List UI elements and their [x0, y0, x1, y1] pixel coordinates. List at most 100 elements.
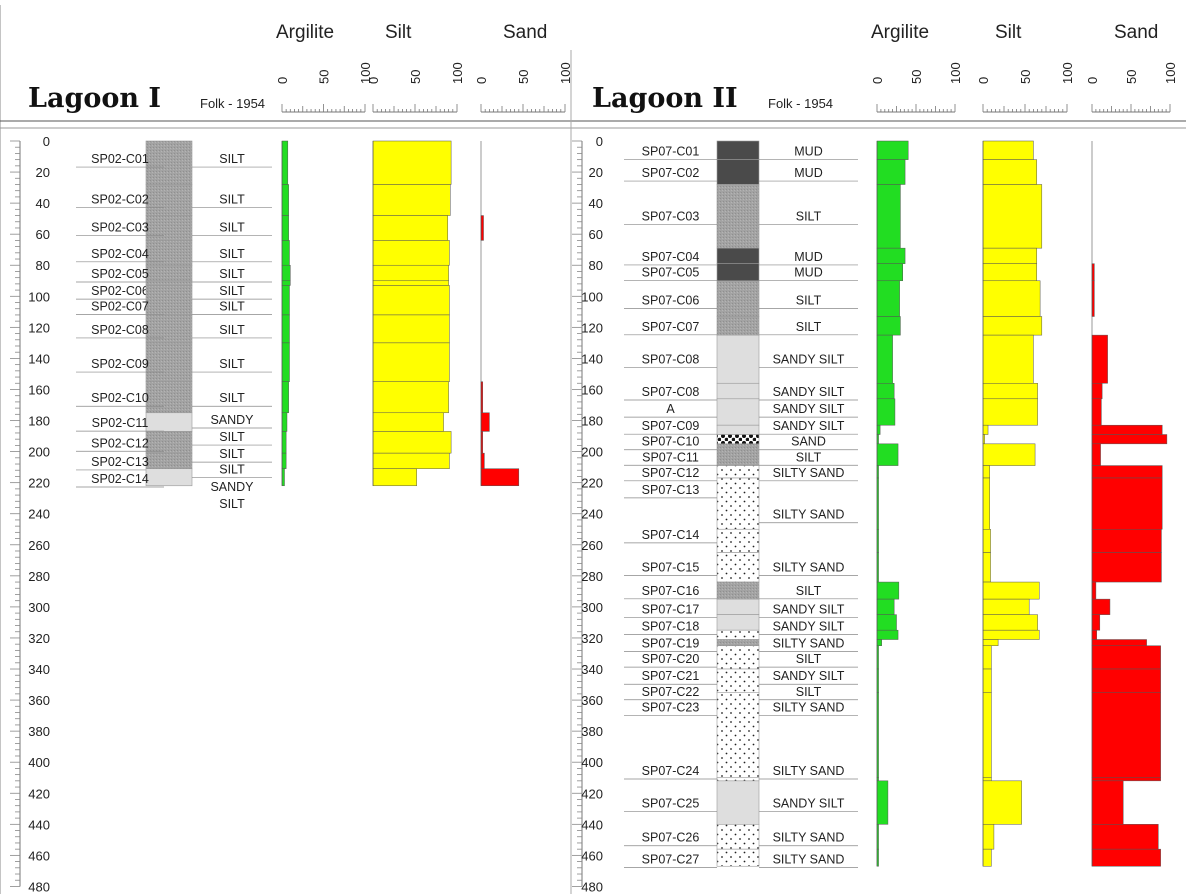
panel-1-sample-id: SP02-C08 — [91, 323, 149, 337]
panel-2-silt-bar — [982, 280, 1041, 317]
panel-1-sand-tick-label: 0 — [474, 77, 489, 84]
panel-2-sample-id: SP07-C19 — [642, 637, 700, 651]
panel-2-sand-bar — [1091, 780, 1124, 825]
panel-1-folk-class: SILT — [219, 497, 245, 511]
panel-1-folk-class: SILT — [219, 152, 245, 166]
panel-2-lithology-silt — [716, 184, 760, 249]
panel-2-folk-class: SANDY SILT — [773, 602, 845, 616]
panel-1-folk-class: SANDY — [210, 413, 254, 427]
panel-1-argilite-bar — [281, 342, 290, 382]
panel-2-depth-label: 20 — [589, 165, 603, 180]
panel-1-sample-id: SP02-C11 — [92, 416, 149, 430]
panel-2-sample-id: SP07-C26 — [642, 831, 700, 845]
panel-1-lithology-silt — [145, 314, 193, 344]
panel-2-sample-id: A — [666, 402, 675, 416]
panel-2-depth-label: 420 — [581, 786, 603, 801]
panel-1-header-silt: Silt — [385, 22, 412, 43]
panel-1-argilite-bar — [281, 314, 290, 344]
panel-2-silt-bar — [982, 159, 1038, 185]
panel-2-argilite-bar — [876, 443, 899, 466]
panel-2-depth-label: 300 — [581, 600, 603, 615]
panel-2-silt-bar — [982, 639, 999, 646]
panel-2-sand-bar — [1091, 598, 1111, 615]
panel-2-sand-bar — [1091, 477, 1163, 530]
panel-2-lithology-siltysand — [716, 645, 760, 670]
panel-1-silt-bar — [372, 314, 450, 344]
panel-1-folk-class: SILT — [219, 247, 245, 261]
panel-2-folk-class: SANDY SILT — [773, 620, 845, 634]
panel-2-depth-label: 80 — [589, 258, 603, 273]
panel-2-folk-class: MUD — [794, 144, 822, 158]
panel-1-silt-bar — [372, 280, 449, 286]
panel-2-depth-label: 460 — [581, 848, 603, 863]
panel-2-folk-class: SILT — [796, 450, 822, 464]
panel-1-argilite-bar — [281, 264, 291, 282]
panel-1-sample-id: SP02-C07 — [91, 300, 149, 314]
panel-2-folk-class: SILT — [796, 320, 822, 334]
panel-1-folk-class: SILT — [219, 391, 245, 405]
panel-2-depth-label: 160 — [581, 382, 603, 397]
panel-1-lithology-silt — [145, 342, 193, 383]
panel-2-silt-bar — [982, 184, 1043, 249]
panel-2-silt-bar — [982, 598, 1030, 615]
panel-2-sample-id: SP07-C02 — [642, 166, 700, 180]
panel-1-silt-tick-label: 0 — [366, 77, 381, 84]
panel-1-folk-class: SILT — [219, 323, 245, 337]
panel-2-lithology-silt — [716, 280, 760, 317]
panel-1-silt-bar — [372, 412, 444, 432]
panel-2-folk-class: SILT — [796, 210, 822, 224]
panel-2-argilite-bar — [876, 629, 899, 640]
panel-2-folk-class: MUD — [794, 250, 822, 264]
panel-2-folk-class: SILTY SAND — [773, 831, 845, 845]
panel-2-sample-id: SP07-C09 — [642, 419, 700, 433]
panel-2-sample-id: SP07-C20 — [642, 652, 700, 666]
panel-2-folk-label: Folk - 1954 — [768, 96, 833, 111]
panel-2-sample-id: SP07-C25 — [642, 797, 700, 811]
panel-2-lithology-siltysand — [716, 552, 760, 583]
panel-2-argilite-bar — [876, 383, 895, 400]
panel-2-lithology-siltysand — [716, 629, 760, 640]
panel-2-sample-id: SP07-C08 — [642, 385, 700, 399]
panel-2-sand-bar — [1091, 629, 1097, 640]
panel-2-silt-bar — [982, 552, 991, 583]
panel-1-lithology-silt — [145, 280, 193, 286]
panel-1-depth-label: 100 — [28, 289, 50, 304]
panel-1-sample-id: SP02-C09 — [91, 357, 149, 371]
panel-2-silt-bar — [982, 316, 1043, 336]
panel-2-folk-class: SILTY SAND — [773, 764, 845, 778]
panel-1-depth-label: 80 — [36, 258, 50, 273]
panel-1-argilite-bar — [281, 285, 290, 316]
panel-2-argilite-bar — [876, 581, 900, 600]
panel-2-sample-id: SP07-C10 — [642, 435, 700, 449]
panel-2-silt-bar — [982, 581, 1040, 600]
panel-2-sample-id: SP07-C13 — [642, 483, 700, 497]
panel-1-lithology-silt — [145, 431, 193, 454]
panel-2-sample-id: SP07-C12 — [642, 466, 700, 480]
panel-2-depth-label: 360 — [581, 693, 603, 708]
panel-2-silt-bar — [982, 848, 992, 867]
panel-2-lithology-sandysilt — [716, 382, 760, 400]
panel-1-silt-bar — [372, 342, 450, 382]
panel-2-argilite-bar — [876, 247, 906, 264]
panel-2-sample-id: SP07-C16 — [642, 584, 700, 598]
panel-2-lithology-sandysilt — [716, 598, 760, 615]
panel-2-silt-bar — [982, 383, 1038, 400]
panel-2-argilite-tick-label: 0 — [870, 77, 885, 84]
panel-2-sand-bar — [1091, 529, 1162, 553]
panel-1-sample-id: SP02-C05 — [91, 267, 149, 281]
panel-1-depth-label: 480 — [28, 879, 50, 894]
panel-2-silt-bar — [982, 465, 990, 479]
panel-2-sample-id: SP07-C04 — [642, 250, 700, 264]
panel-1-folk-class: SILT — [219, 430, 245, 444]
panel-2-depth-label: 380 — [581, 724, 603, 739]
panel-2-argilite-bar — [876, 398, 896, 426]
panel-2-sand-bar — [1091, 692, 1161, 778]
panel-2-silt-bar — [982, 780, 1022, 825]
panel-1-depth-label: 340 — [28, 662, 50, 677]
panel-1-lithology-silt — [145, 215, 193, 241]
panel-2-lithology-sand — [716, 434, 760, 445]
panel-2-sample-id: SP07-C14 — [642, 528, 700, 542]
panel-1-lithology-silt — [145, 240, 193, 266]
panel-1-folk-class: SILT — [219, 267, 245, 281]
